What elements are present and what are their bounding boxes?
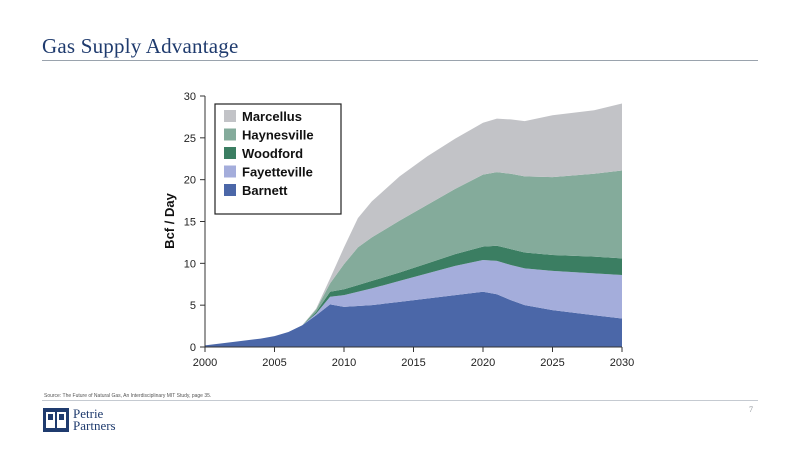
x-tick-label: 2005 [262, 357, 286, 369]
legend-swatch-woodford [224, 147, 236, 159]
y-tick-label: 25 [184, 133, 196, 145]
logo-text-line2: Partners [73, 418, 116, 433]
legend-swatch-haynesville [224, 128, 236, 141]
source-note: Source: The Future of Natural Gas, An In… [44, 393, 212, 399]
x-tick-label: 2025 [540, 357, 564, 369]
logo-text-line1: Petrie [73, 406, 104, 421]
company-logo: Petrie Partners [43, 406, 116, 433]
x-tick-label: 2000 [193, 357, 217, 369]
x-tick-label: 2015 [401, 357, 425, 369]
y-tick-label: 0 [190, 342, 196, 354]
y-tick-label: 30 [184, 91, 196, 103]
legend-label-woodford: Woodford [242, 146, 303, 161]
slide-title: Gas Supply Advantage [42, 34, 239, 58]
legend-swatch-marcellus [224, 110, 236, 122]
legend-label-haynesville: Haynesville [242, 128, 314, 143]
legend-swatch-fayetteville [224, 165, 236, 178]
area-marcellus [205, 103, 622, 346]
area-haynesville [205, 170, 622, 346]
y-tick-label: 10 [184, 258, 196, 270]
x-tick-label: 2010 [332, 357, 356, 369]
page-number: 7 [749, 405, 753, 414]
legend-label-marcellus: Marcellus [242, 109, 302, 124]
area-fayetteville [205, 259, 622, 346]
x-tick-label: 2030 [610, 357, 634, 369]
y-tick-label: 5 [190, 300, 196, 312]
legend-label-barnett: Barnett [242, 183, 288, 198]
legend-swatch-barnett [224, 184, 236, 196]
legend-label-fayetteville: Fayetteville [242, 165, 313, 180]
title-divider [42, 60, 758, 61]
y-axis-label: Bcf / Day [162, 192, 177, 248]
logo-mark-icon [43, 408, 69, 432]
y-tick-label: 15 [184, 217, 196, 229]
footer-divider [42, 400, 758, 401]
x-tick-label: 2020 [471, 357, 495, 369]
y-tick-label: 20 [184, 175, 196, 187]
area-barnett [205, 291, 622, 347]
